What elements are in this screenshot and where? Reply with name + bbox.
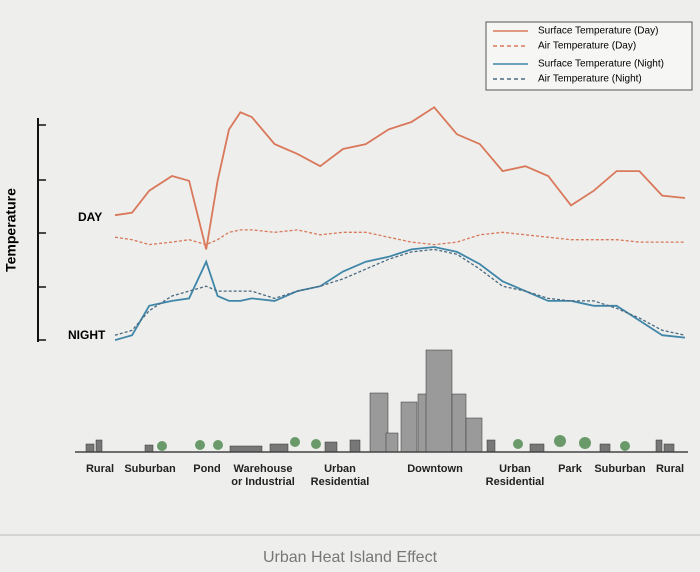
x-category-label: Rural [655,463,685,475]
legend-label: Air Temperature (Night) [538,74,642,85]
night-label: NIGHT [68,328,106,342]
x-category-label: Urban Residential [485,463,545,488]
x-category-label: Rural [85,463,115,475]
buildings [85,349,675,453]
y-axis-label: Temperature [3,188,19,272]
x-category-label: Downtown [407,463,463,475]
legend-label: Surface Temperature (Night) [538,59,664,70]
legend-label: Air Temperature (Day) [538,41,636,52]
chart-title: Urban Heat Island Effect [263,549,438,566]
series-line [114,106,686,250]
x-category-label: Pond [193,463,221,475]
day-label: DAY [78,210,102,224]
series-line [114,248,686,336]
x-category-label: Suburban [594,463,646,475]
legend-box [485,21,693,91]
trees [157,435,630,451]
x-category-label: Suburban [124,463,176,475]
axis-ticks [38,124,46,341]
series-line [114,229,685,246]
series-line [114,246,686,341]
x-category-label: Park [558,463,582,475]
x-category-label: Urban Residential [310,463,370,488]
legend-label: Surface Temperature (Day) [538,26,658,37]
x-category-label: Warehouse or Industrial [231,463,295,488]
